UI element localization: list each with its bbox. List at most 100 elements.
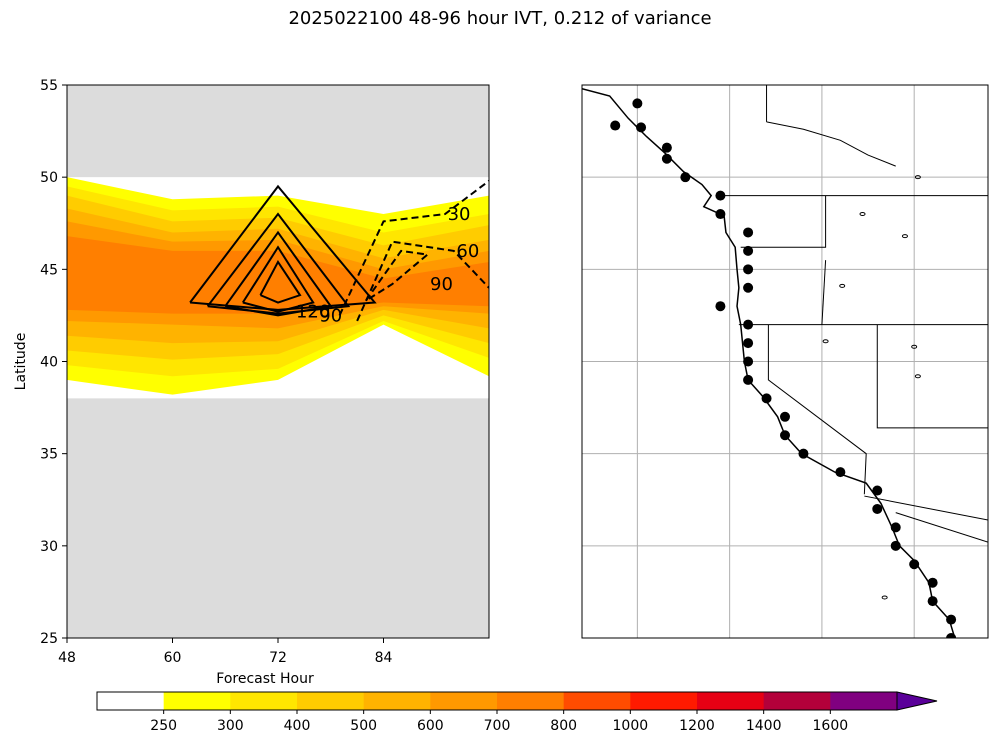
colorbar-tick-label: 500 <box>350 718 377 734</box>
colorbar-extend-arrow <box>896 691 938 711</box>
colorbar-tick-label: 600 <box>417 718 444 734</box>
station-point <box>636 122 647 133</box>
colorbar-segment <box>763 692 831 710</box>
colorbar: 250 300 400 500 600 700 800 1000 1200 1400 1600 <box>96 691 938 734</box>
station-point <box>890 522 901 533</box>
colorbar-segment <box>363 692 431 710</box>
station-point <box>610 120 621 131</box>
ivt-band-700 <box>67 236 489 314</box>
colorbar-segment <box>563 692 631 710</box>
colorbar-tick-label: 1400 <box>746 718 782 734</box>
station-point <box>661 142 672 153</box>
political-border <box>895 512 988 543</box>
colorbar-segment <box>630 692 698 710</box>
political-border <box>766 121 896 167</box>
station-point <box>835 467 846 478</box>
colorbar-segment <box>497 692 565 710</box>
contour-line-8 <box>365 249 430 302</box>
station-point <box>715 190 726 201</box>
lake-outline <box>839 283 846 288</box>
station-point <box>632 98 643 109</box>
station-point <box>946 614 957 625</box>
y-tick-label: 55 <box>40 78 58 94</box>
station-point <box>743 282 754 293</box>
colorbar-segment <box>697 692 765 710</box>
political-border <box>740 195 827 248</box>
station-point <box>715 209 726 220</box>
station-point <box>743 264 754 275</box>
y-tick-label: 25 <box>40 631 58 647</box>
lake-outline <box>822 339 829 344</box>
colorbar-tick-label: 1200 <box>679 718 715 734</box>
contour-label: 30 <box>448 204 471 225</box>
contour-line-3 <box>224 230 333 317</box>
lake-outline <box>914 175 921 180</box>
lake-outline <box>881 595 888 600</box>
contour-line-4 <box>241 245 315 313</box>
station-point <box>872 503 883 514</box>
colorbar-tick-label: 1000 <box>613 718 649 734</box>
colorbar-segment <box>430 692 498 710</box>
y-tick-label: 50 <box>40 170 58 186</box>
contour-line-6 <box>338 180 489 316</box>
colorbar-tick-label: 800 <box>550 718 577 734</box>
station-point <box>743 338 754 349</box>
station-point <box>743 245 754 256</box>
station-point <box>872 485 883 496</box>
x-tick-label: 60 <box>164 650 182 666</box>
colorbar-segment <box>163 692 231 710</box>
station-point <box>946 633 957 638</box>
contour-label: 90 <box>430 274 453 295</box>
station-point <box>927 596 938 607</box>
station-point <box>798 448 809 459</box>
lake-outline <box>911 344 918 349</box>
station-point <box>780 430 790 441</box>
colorbar-segment <box>297 692 365 710</box>
colorbar-tick-label: 1600 <box>813 718 849 734</box>
station-point <box>661 153 672 164</box>
political-border <box>821 260 827 325</box>
political-border <box>876 324 988 429</box>
colorbar-segment <box>830 692 898 710</box>
station-point <box>743 319 754 330</box>
lake-outline <box>859 212 866 217</box>
x-tick-label: 84 <box>375 650 393 666</box>
colorbar-tick-label: 250 <box>150 718 177 734</box>
contour-label: 60 <box>456 241 479 262</box>
x-tick-label: 48 <box>58 650 76 666</box>
colorbar-segment <box>97 692 165 710</box>
map-panel <box>581 84 989 639</box>
station-point <box>743 227 754 238</box>
colorbar-tick-label: 700 <box>484 718 511 734</box>
contour-line-5 <box>259 260 302 304</box>
political-border <box>767 324 867 495</box>
colorbar-tick-label: 300 <box>217 718 244 734</box>
lake-outline <box>914 374 921 379</box>
station-point <box>743 374 754 385</box>
y-tick-label: 40 <box>40 355 58 371</box>
contour-line-1 <box>189 184 377 311</box>
station-point <box>743 356 754 367</box>
station-point <box>680 172 691 183</box>
x-axis-label: Forecast Hour <box>216 671 314 687</box>
contour-label: 90 <box>319 305 342 326</box>
station-point <box>909 559 920 570</box>
map-frame <box>581 84 989 639</box>
colorbar-tick-label: 400 <box>284 718 311 734</box>
y-axis-label: Latitude <box>13 333 29 391</box>
y-tick-label: 45 <box>40 262 58 278</box>
lake-outline <box>901 234 908 239</box>
station-point <box>715 301 726 312</box>
y-tick-label: 35 <box>40 447 58 463</box>
x-tick-label: 72 <box>269 650 287 666</box>
station-point <box>890 540 901 551</box>
station-point <box>761 393 772 404</box>
contour-label: 120 <box>296 302 330 323</box>
figure-title: 2025022100 48-96 hour IVT, 0.212 of vari… <box>288 8 712 29</box>
y-tick-label: 30 <box>40 539 58 555</box>
station-point <box>780 411 790 422</box>
political-border <box>864 495 988 521</box>
colorbar-segment <box>230 692 298 710</box>
